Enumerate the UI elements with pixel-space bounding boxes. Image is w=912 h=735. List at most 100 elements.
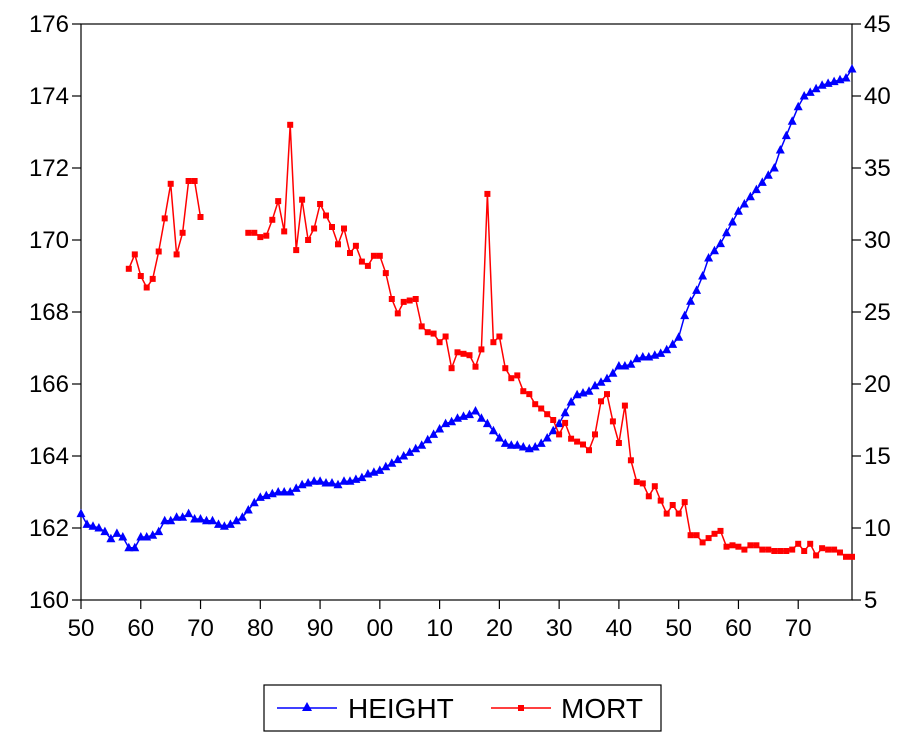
mort-point <box>645 493 652 500</box>
mort-point <box>251 229 258 236</box>
mort-point <box>508 375 515 382</box>
height-point <box>704 253 714 262</box>
mort-point <box>197 214 204 220</box>
height-point <box>465 409 474 419</box>
series-height-line <box>80 68 853 549</box>
height-point <box>130 542 140 552</box>
mort-point <box>526 391 533 398</box>
height-point <box>488 425 498 435</box>
height-point <box>775 145 785 154</box>
height-point <box>237 512 247 521</box>
mort-point <box>191 178 198 184</box>
x-tick-label: 40 <box>606 615 633 642</box>
mort-point <box>795 540 802 547</box>
mort-point <box>478 346 485 353</box>
mort-point <box>364 262 371 269</box>
height-point <box>279 487 289 496</box>
height-point <box>76 508 86 518</box>
mort-point <box>245 229 252 236</box>
height-point <box>225 519 235 528</box>
height-point <box>739 199 749 208</box>
mort-point <box>729 542 736 549</box>
height-point <box>805 87 815 96</box>
height-point <box>184 508 194 518</box>
height-point <box>548 425 558 435</box>
left-y-tick-label: 162 <box>29 515 69 542</box>
x-tick-label: 80 <box>247 615 274 642</box>
legend-mort-marker <box>518 705 524 711</box>
mort-point <box>323 212 329 219</box>
mort-point <box>454 349 461 356</box>
height-point <box>471 406 480 415</box>
height-point <box>118 532 128 541</box>
height-point <box>590 380 600 390</box>
series-height <box>76 64 857 552</box>
mort-point <box>502 365 509 372</box>
mort-point <box>131 251 138 258</box>
mort-point <box>161 215 168 222</box>
height-point <box>745 191 755 201</box>
mort-point <box>556 431 563 438</box>
mort-point <box>352 242 359 249</box>
series-layer <box>76 64 857 560</box>
height-point <box>787 116 797 125</box>
mort-point <box>388 296 395 302</box>
left-y-tick-label: 174 <box>29 83 69 110</box>
mort-point <box>430 330 437 337</box>
mort-point <box>807 540 814 547</box>
height-point <box>315 476 325 485</box>
x-tick-label: 10 <box>426 615 453 642</box>
mort-point <box>257 234 264 241</box>
height-point <box>178 512 188 521</box>
height-point <box>447 416 457 426</box>
height-point <box>769 163 779 172</box>
mort-point <box>293 247 300 254</box>
mort-point <box>347 250 353 256</box>
mort-point <box>299 196 306 203</box>
right-y-tick-label: 30 <box>864 227 891 254</box>
height-point <box>602 373 612 383</box>
mort-point <box>741 546 748 553</box>
mort-point <box>765 546 772 553</box>
mort-point <box>783 548 790 554</box>
height-point <box>476 413 486 422</box>
height-point <box>321 478 331 487</box>
left-y-axis: 160 162 164 166 168 170 172 174 176 <box>29 11 81 614</box>
legend-mort-label: MORT <box>561 693 643 724</box>
x-tick-label: 60 <box>725 615 752 642</box>
x-tick-label: 60 <box>127 615 154 642</box>
mort-point <box>825 546 832 553</box>
height-point <box>393 454 403 464</box>
mort-point <box>562 419 569 426</box>
height-point <box>482 418 492 428</box>
legend-height-label: HEIGHT <box>348 693 454 724</box>
height-point <box>166 515 176 525</box>
height-point <box>716 238 725 248</box>
x-tick-label: 30 <box>546 615 573 642</box>
height-point <box>506 440 516 449</box>
height-point <box>530 442 540 451</box>
height-point <box>811 83 821 93</box>
mort-point <box>335 241 341 248</box>
right-y-tick-label: 45 <box>864 11 891 38</box>
mort-point <box>418 323 425 330</box>
height-point <box>596 377 606 386</box>
mort-point <box>723 543 730 550</box>
height-point <box>566 397 576 406</box>
mort-point <box>609 418 616 425</box>
mort-point <box>849 553 855 560</box>
height-point <box>273 487 283 496</box>
height-point <box>781 130 791 140</box>
height-point <box>638 352 648 361</box>
height-point <box>333 479 343 489</box>
height-point <box>399 451 409 460</box>
height-point <box>494 433 504 442</box>
mort-point <box>747 542 754 549</box>
height-point <box>339 476 349 485</box>
mort-point <box>305 237 312 243</box>
height-point <box>357 472 367 482</box>
mort-point <box>837 549 843 556</box>
x-tick-label: 00 <box>366 615 393 642</box>
mort-point <box>311 225 318 232</box>
height-point <box>698 271 708 280</box>
